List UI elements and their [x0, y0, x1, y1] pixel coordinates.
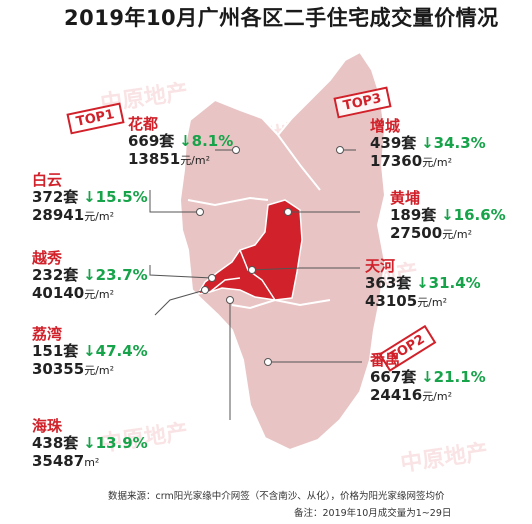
district-name: 白云 — [32, 171, 63, 189]
district-name: 海珠 — [32, 417, 63, 435]
district-boundary — [239, 249, 276, 301]
volume: 438套 — [32, 434, 79, 453]
price-unit: 元/m² — [422, 389, 453, 403]
price: 24416 — [370, 385, 423, 404]
district-name: 番禺 — [370, 351, 401, 369]
price: 28941 — [32, 205, 85, 224]
price-unit: 元/m² — [417, 295, 448, 309]
price: 27500 — [390, 223, 443, 242]
volume: 667套 — [370, 368, 417, 387]
volume: 151套 — [32, 342, 79, 361]
footer-note: 备注：2019年10月成交量为1~29日 — [294, 508, 452, 519]
change: ↓8.1% — [179, 132, 234, 151]
district-boundary — [209, 277, 241, 293]
change: ↓15.5% — [83, 188, 148, 207]
district-boundary — [187, 196, 269, 207]
district-name: 越秀 — [32, 249, 63, 267]
district-name: 花都 — [128, 115, 159, 133]
label-huangpu: 黄埔 189套 ↓16.6% 27500元/m² — [390, 189, 506, 242]
volume: 669套 — [128, 132, 175, 151]
price: 40140 — [32, 283, 85, 302]
label-liwan: 荔湾 151套 ↓47.4% 30355元/m² — [32, 325, 148, 378]
label-baiyun: 白云 372套 ↓15.5% 28941元/m² — [32, 171, 148, 224]
price: 35487 — [32, 451, 85, 470]
label-zengcheng: 增城 439套 ↓34.3% 17360元/m² — [370, 117, 486, 170]
change: ↓31.4% — [416, 274, 481, 293]
price: 30355 — [32, 359, 85, 378]
change: ↓34.3% — [421, 134, 486, 153]
district-name: 增城 — [370, 117, 401, 135]
price-unit: 元/m² — [84, 287, 115, 301]
price-unit: 元/m² — [442, 227, 473, 241]
label-huadu: 花都 669套 ↓8.1% 13851元/m² — [128, 115, 234, 168]
label-haizhu: 海珠 438套 ↓13.9% 35487m² — [32, 417, 148, 470]
volume: 439套 — [370, 134, 417, 153]
price: 13851 — [128, 149, 181, 168]
change: ↓16.6% — [441, 206, 506, 225]
change: ↓13.9% — [83, 434, 148, 453]
price: 43105 — [365, 291, 418, 310]
price-unit: 元/m² — [422, 155, 453, 169]
price-unit: 元/m² — [84, 209, 115, 223]
volume: 363套 — [365, 274, 412, 293]
district-boundary — [277, 134, 321, 191]
page-title: 2019年10月广州各区二手住宅成交量价情况 — [64, 6, 499, 30]
change: ↓21.1% — [421, 368, 486, 387]
price-unit: m² — [84, 455, 100, 469]
district-name: 黄埔 — [390, 189, 421, 207]
volume: 232套 — [32, 266, 79, 285]
footer-source: 数据来源：crm阳光家缘中介网签（不含南沙、从化），价格为阳光家缘网签均价 — [108, 491, 445, 502]
price: 17360 — [370, 151, 423, 170]
change: ↓23.7% — [83, 266, 148, 285]
label-panyu: 番禺 667套 ↓21.1% 24416元/m² — [370, 351, 486, 404]
price-unit: 元/m² — [84, 363, 115, 377]
price-unit: 元/m² — [180, 153, 211, 167]
change: ↓47.4% — [83, 342, 148, 361]
label-tianhe: 天河 363套 ↓31.4% 43105元/m² — [365, 257, 481, 310]
label-yuexiu: 越秀 232套 ↓23.7% 40140元/m² — [32, 249, 148, 302]
volume: 189套 — [390, 206, 437, 225]
volume: 372套 — [32, 188, 79, 207]
district-name: 荔湾 — [32, 325, 63, 343]
district-name: 天河 — [365, 257, 396, 275]
